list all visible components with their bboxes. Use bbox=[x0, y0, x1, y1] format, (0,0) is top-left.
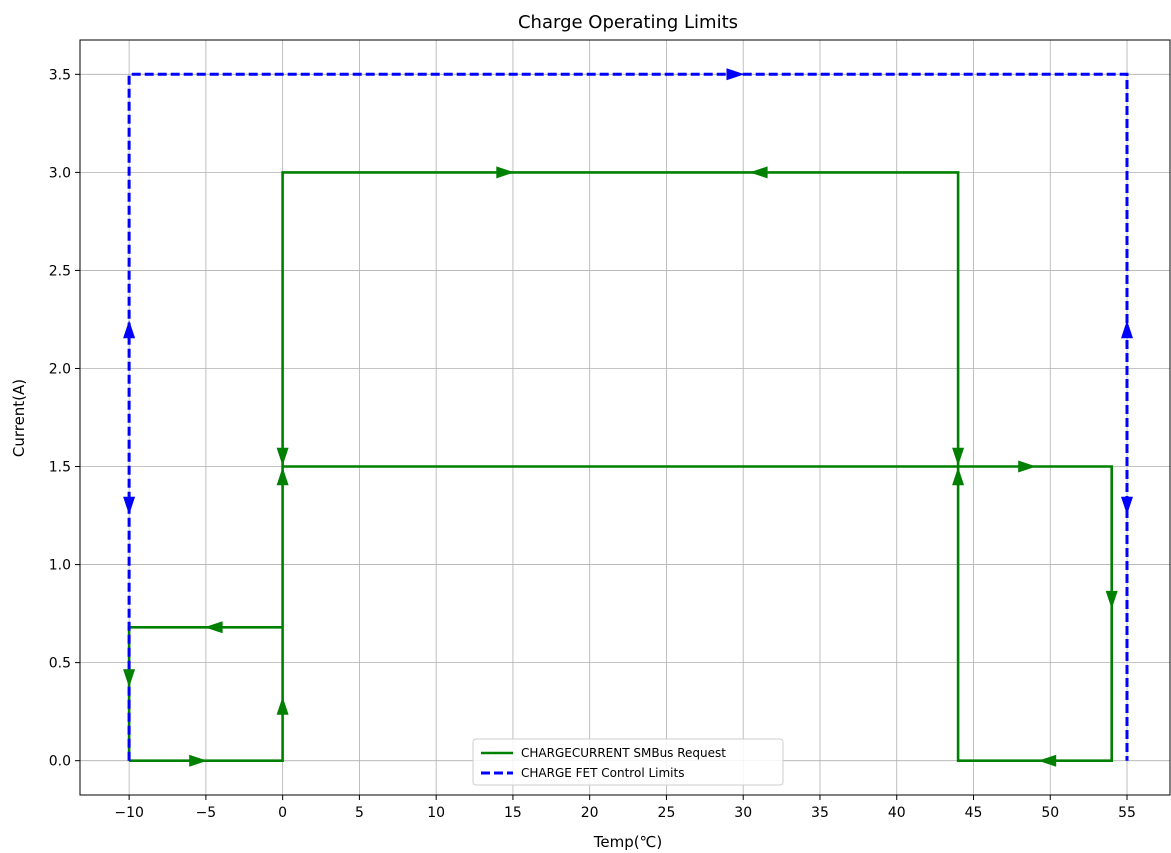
x-tick-label: 55 bbox=[1118, 805, 1136, 821]
direction-arrow bbox=[1105, 590, 1118, 609]
series-line-smbus bbox=[127, 171, 1113, 763]
y-tick-label: 3.5 bbox=[49, 67, 71, 83]
x-tick-label: 45 bbox=[965, 805, 983, 821]
x-tick-label: −5 bbox=[196, 805, 217, 821]
y-tick-label: 3.0 bbox=[49, 165, 71, 181]
legend-label-fet: CHARGE FET Control Limits bbox=[521, 766, 684, 780]
y-tick-label: 1.5 bbox=[49, 460, 71, 476]
direction-arrow bbox=[123, 669, 136, 688]
y-axis-label: Current(A) bbox=[10, 379, 28, 457]
y-tick-label: 0.0 bbox=[49, 754, 71, 770]
x-tick-label: −10 bbox=[114, 805, 144, 821]
series-layer bbox=[123, 68, 1133, 767]
series-line-fet bbox=[127, 72, 1129, 761]
direction-arrow bbox=[1018, 460, 1037, 473]
direction-arrow bbox=[496, 166, 515, 179]
direction-arrow bbox=[749, 166, 768, 179]
x-tick-label: 30 bbox=[734, 805, 752, 821]
direction-arrow bbox=[123, 320, 136, 339]
direction-arrow bbox=[204, 621, 223, 634]
x-tick-label: 10 bbox=[427, 805, 445, 821]
y-tick-label: 2.0 bbox=[49, 361, 71, 377]
direction-arrow bbox=[123, 496, 136, 515]
direction-arrow bbox=[726, 68, 745, 81]
direction-arrow bbox=[952, 447, 965, 466]
x-axis-label: Temp(℃) bbox=[593, 833, 663, 851]
x-tick-label: 50 bbox=[1041, 805, 1059, 821]
x-tick-label: 40 bbox=[888, 805, 906, 821]
y-tick-label: 1.0 bbox=[49, 558, 71, 574]
x-tick-label: 25 bbox=[658, 805, 676, 821]
legend-label-smbus: CHARGECURRENT SMBus Request bbox=[521, 746, 726, 760]
direction-arrow bbox=[1121, 496, 1133, 515]
direction-arrow bbox=[276, 447, 289, 466]
direction-arrow bbox=[189, 754, 208, 767]
x-tick-label: 35 bbox=[811, 805, 829, 821]
axis-ticks: −10 −5 0 5 10 15 20 25 30 35 40 45 50 55 0.0 0.5 1.0 1.5 2… bbox=[49, 67, 1136, 821]
direction-arrow bbox=[952, 467, 965, 486]
y-tick-label: 2.5 bbox=[49, 263, 71, 279]
legend-box bbox=[472, 738, 784, 786]
chart-title: Charge Operating Limits bbox=[518, 12, 738, 33]
x-tick-label: 15 bbox=[504, 805, 522, 821]
direction-arrow bbox=[1038, 754, 1057, 767]
x-tick-label: 0 bbox=[278, 805, 287, 821]
x-tick-label: 20 bbox=[581, 805, 599, 821]
plot-frame bbox=[79, 39, 1171, 796]
direction-arrow bbox=[1121, 320, 1133, 339]
x-tick-label: 5 bbox=[355, 805, 364, 821]
direction-arrow bbox=[276, 467, 289, 486]
legend: CHARGECURRENT SMBus Request CHARGE FET C… bbox=[472, 738, 784, 786]
direction-arrow bbox=[276, 696, 289, 715]
y-tick-label: 0.5 bbox=[49, 656, 71, 672]
